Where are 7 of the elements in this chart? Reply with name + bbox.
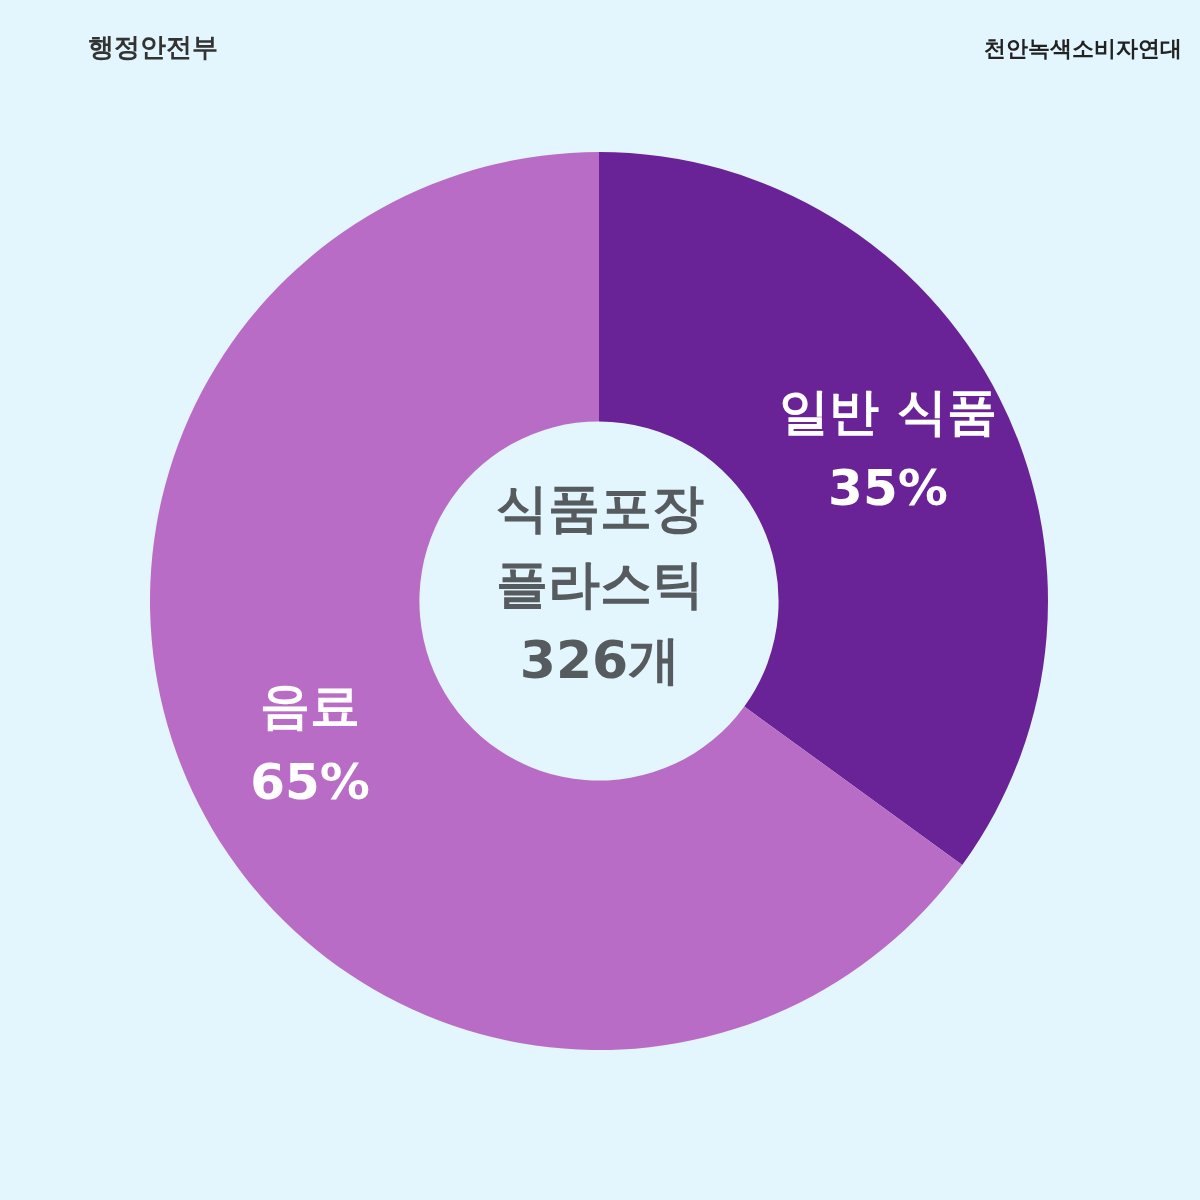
- slice-label: 음료: [260, 677, 361, 736]
- text: 천안녹색소비자연대: [984, 35, 1182, 63]
- data-label: 35%: [828, 458, 948, 517]
- slice-label: 일반 식품: [779, 382, 997, 441]
- data-label: 65%: [250, 753, 370, 812]
- text: 식품포장 플라스틱 326개: [495, 477, 705, 692]
- text: 행정안전부: [88, 31, 218, 64]
